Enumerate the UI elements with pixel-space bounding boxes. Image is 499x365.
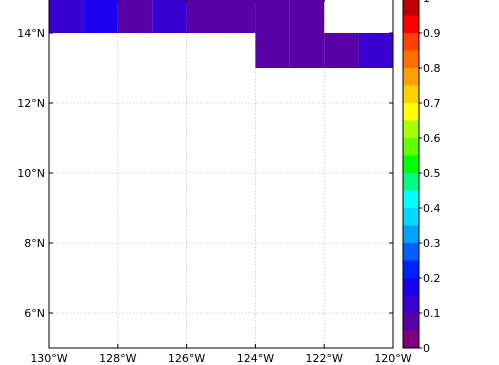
y-tick-label: 10°N xyxy=(17,167,45,180)
heatmap-cell xyxy=(186,0,221,33)
x-tick-label: 122°W xyxy=(306,352,343,365)
colorbar-segment xyxy=(403,295,419,313)
colorbar-segment xyxy=(403,260,419,278)
grid-layer xyxy=(48,0,394,348)
heatmap-cell xyxy=(221,0,256,33)
heatmap-cell xyxy=(83,0,118,33)
y-tick-label: 6°N xyxy=(24,307,45,320)
x-tick-label: 130°W xyxy=(30,352,67,365)
colorbar-segment xyxy=(403,243,419,261)
colorbar-segment xyxy=(403,50,419,68)
cell-layer xyxy=(49,0,393,68)
x-tick-label: 120°W xyxy=(374,352,411,365)
colorbar-segment xyxy=(403,0,419,16)
colorbar-segment xyxy=(403,120,419,138)
heatmap-cell xyxy=(255,33,290,68)
colorbar-tick-label: 0.8 xyxy=(423,62,441,75)
colorbar-segment xyxy=(403,278,419,296)
colorbar-segment xyxy=(403,85,419,103)
colorbar-tick-label: 0.2 xyxy=(423,272,441,285)
colorbar-segment xyxy=(403,330,419,348)
x-tick-label: 128°W xyxy=(99,352,136,365)
y-tick-label: 8°N xyxy=(24,237,45,250)
heatmap-cell xyxy=(152,0,187,33)
colorbar-segment xyxy=(403,68,419,86)
colorbar-tick-label: 0 xyxy=(423,342,430,355)
colorbar: 0 0.1 0.2 0.3 0.4 0.5 0.6 0.7 0.8 0.9 1 xyxy=(402,0,441,355)
heatmap-cell xyxy=(117,0,153,33)
colorbar-tick-label: 0.7 xyxy=(423,97,441,110)
colorbar-tick-label: 0.4 xyxy=(423,202,441,215)
y-tick-label: 14°N xyxy=(17,27,45,40)
y-tick-label: 12°N xyxy=(17,97,45,110)
colorbar-tick-label: 1 xyxy=(423,0,430,5)
x-tick-label: 126°W xyxy=(168,352,205,365)
colorbar-segment xyxy=(403,33,419,51)
tick-layer: 130°W 128°W 126°W 124°W 122°W 120°W 6°N 8°N 10°N… xyxy=(17,0,412,365)
colorbar-segment xyxy=(403,225,419,243)
heatmap-cell xyxy=(324,33,359,68)
colorbar-segment xyxy=(403,313,419,331)
colorbar-segment xyxy=(403,138,419,156)
heatmap-cell xyxy=(49,0,84,33)
colorbar-tick-label: 0.5 xyxy=(423,167,441,180)
heatmap-cell xyxy=(255,0,290,33)
x-tick-label: 124°W xyxy=(237,352,274,365)
heatmap-cell xyxy=(289,33,325,68)
colorbar-segment xyxy=(403,15,419,33)
colorbar-tick-label: 0.3 xyxy=(423,237,441,250)
colorbar-segment xyxy=(403,103,419,121)
colorbar-tick-label: 0.9 xyxy=(423,27,441,40)
colorbar-tick-label: 0.1 xyxy=(423,307,441,320)
heatmap-cell xyxy=(358,33,393,68)
heatmap-cell xyxy=(289,0,325,33)
colorbar-tick-label: 0.6 xyxy=(423,132,441,145)
colorbar-segment xyxy=(403,155,419,173)
colorbar-segment xyxy=(403,173,419,191)
colorbar-segment xyxy=(403,208,419,226)
colorbar-segment xyxy=(403,190,419,208)
